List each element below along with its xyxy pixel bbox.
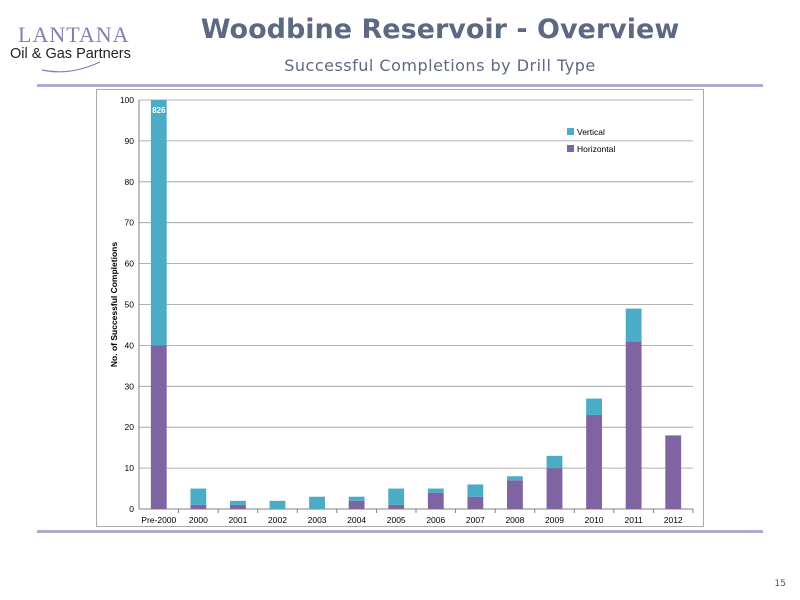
bar-horizontal bbox=[665, 435, 682, 509]
bar-vertical bbox=[625, 308, 642, 342]
company-logo: LANTANA Oil & Gas Partners bbox=[10, 22, 140, 73]
page-number: 15 bbox=[774, 579, 786, 589]
chart-frame: 0 10 20 30 40 50 60 70 80 90 100 Pre-2000 2000 2001 20… bbox=[96, 89, 704, 527]
bar-vertical bbox=[427, 488, 444, 493]
legend-label: Horizontal bbox=[577, 144, 615, 154]
y-axis-label: No. of Successful Completions bbox=[109, 242, 119, 367]
y-tick-label: 40 bbox=[125, 340, 135, 350]
y-tick-label: 60 bbox=[125, 259, 135, 269]
bar-vertical bbox=[190, 488, 207, 505]
logo-name-top: LANTANA bbox=[18, 22, 130, 47]
y-tick-label: 0 bbox=[129, 504, 134, 514]
x-tick-label: 2010 bbox=[585, 515, 604, 525]
bar-vertical bbox=[388, 488, 405, 505]
page-title: Woodbine Reservoir - Overview bbox=[200, 14, 680, 45]
data-label: 826 bbox=[152, 106, 166, 115]
logo-name-bottom: Oil & Gas Partners bbox=[10, 46, 131, 62]
bar-vertical bbox=[309, 496, 325, 509]
x-tick-label: 2005 bbox=[387, 515, 406, 525]
y-tick-label: 100 bbox=[120, 95, 134, 105]
legend-swatch-horizontal bbox=[567, 145, 574, 152]
bar-vertical bbox=[546, 455, 563, 469]
bar-horizontal bbox=[467, 496, 484, 509]
footer-divider bbox=[37, 530, 763, 533]
y-tick-label: 90 bbox=[125, 136, 135, 146]
x-tick-label: 2004 bbox=[347, 515, 366, 525]
bar-vertical bbox=[348, 496, 365, 501]
bar-horizontal bbox=[586, 414, 602, 509]
header-divider bbox=[37, 84, 763, 87]
bar-horizontal bbox=[190, 504, 207, 509]
y-tick-label: 20 bbox=[125, 422, 135, 432]
x-tick-label: 2007 bbox=[466, 515, 485, 525]
bar-vertical bbox=[467, 484, 484, 497]
completions-chart: 0 10 20 30 40 50 60 70 80 90 100 Pre-2000 2000 2001 20… bbox=[109, 95, 694, 525]
legend-swatch-vertical bbox=[567, 128, 574, 135]
x-tick-label: 2011 bbox=[625, 515, 644, 525]
y-tick-label: 10 bbox=[125, 463, 135, 473]
bar-horizontal bbox=[150, 345, 167, 509]
bar-horizontal bbox=[546, 468, 563, 509]
bar-horizontal bbox=[388, 504, 405, 509]
bar-vertical bbox=[230, 500, 246, 505]
y-tick-label: 70 bbox=[125, 218, 135, 228]
x-tick-label: 2006 bbox=[426, 515, 445, 525]
x-tick-label: 2009 bbox=[545, 515, 564, 525]
x-tick-label: 2008 bbox=[505, 515, 524, 525]
logo-swoosh-icon bbox=[41, 61, 101, 73]
bar-vertical bbox=[586, 398, 602, 415]
x-tick-label: 2002 bbox=[268, 515, 287, 525]
y-tick-label: 50 bbox=[125, 300, 135, 310]
bar-horizontal bbox=[230, 504, 246, 509]
legend-label: Vertical bbox=[577, 127, 605, 137]
x-tick-label: Pre-2000 bbox=[141, 515, 176, 525]
y-tick-label: 30 bbox=[125, 381, 135, 391]
x-tick-label: 2012 bbox=[664, 515, 683, 525]
bar-horizontal bbox=[427, 492, 444, 509]
bar-vertical bbox=[269, 500, 286, 509]
x-tick-label: 2000 bbox=[189, 515, 208, 525]
y-tick-label: 80 bbox=[125, 177, 135, 187]
bar-horizontal bbox=[348, 500, 365, 509]
bar-horizontal bbox=[507, 480, 523, 509]
x-tick-label: 2003 bbox=[308, 515, 327, 525]
x-tick-label: 2001 bbox=[228, 515, 247, 525]
bar-vertical bbox=[150, 100, 167, 346]
bar-vertical bbox=[507, 476, 523, 481]
bar-horizontal bbox=[625, 341, 642, 509]
page-subtitle: Successful Completions by Drill Type bbox=[284, 56, 596, 75]
